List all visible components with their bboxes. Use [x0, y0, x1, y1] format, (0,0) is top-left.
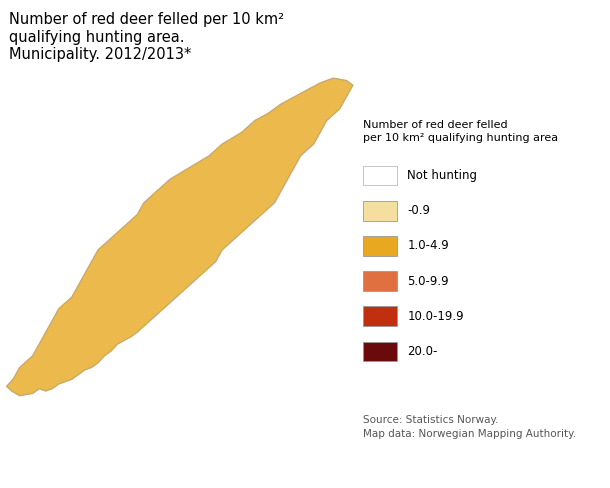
Text: Number of red deer felled per 10 km²
qualifying hunting area.
Municipality. 2012: Number of red deer felled per 10 km² qua… — [9, 12, 284, 62]
Text: Not hunting: Not hunting — [407, 169, 478, 182]
Text: Source: Statistics Norway.
Map data: Norwegian Mapping Authority.: Source: Statistics Norway. Map data: Nor… — [363, 415, 576, 439]
Text: 10.0-19.9: 10.0-19.9 — [407, 310, 464, 323]
Text: Number of red deer felled
per 10 km² qualifying hunting area: Number of red deer felled per 10 km² qua… — [363, 120, 558, 143]
Polygon shape — [7, 78, 353, 396]
Text: -0.9: -0.9 — [407, 204, 431, 217]
Text: 5.0-9.9: 5.0-9.9 — [407, 275, 449, 287]
Text: 20.0-: 20.0- — [407, 345, 438, 358]
Text: 1.0-4.9: 1.0-4.9 — [407, 240, 449, 252]
